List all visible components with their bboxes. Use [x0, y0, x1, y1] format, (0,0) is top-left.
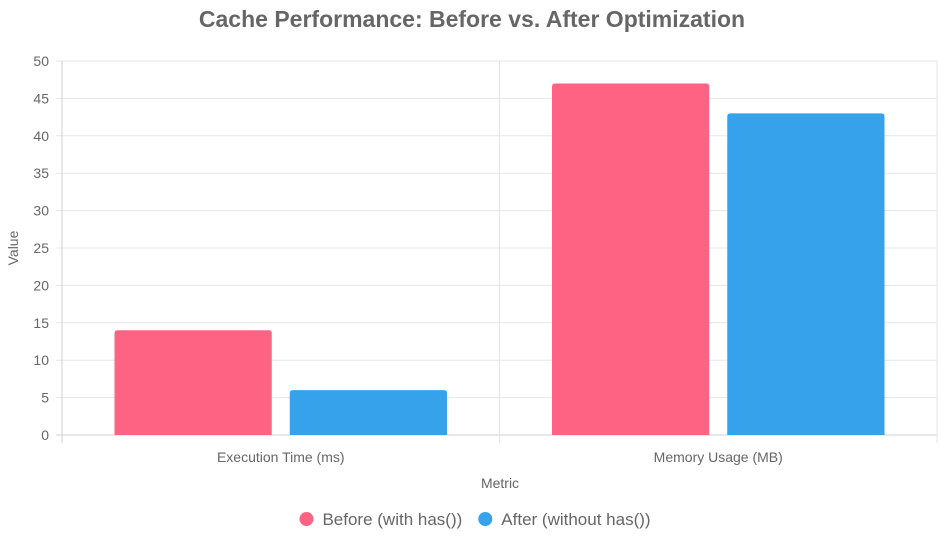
legend-item[interactable]: Before (with has())	[299, 510, 462, 529]
y-tick-label: 5	[41, 390, 49, 406]
y-tick-label: 20	[33, 277, 49, 293]
bar-before-1	[552, 83, 710, 435]
legend: Before (with has()) After (without has())	[299, 510, 651, 529]
legend-swatch	[299, 512, 314, 526]
y-tick-label: 10	[33, 352, 49, 368]
y-tick-label: 45	[33, 90, 49, 106]
legend-swatch	[478, 512, 493, 526]
bars	[114, 83, 885, 436]
y-tick-label: 30	[33, 203, 49, 219]
legend-item[interactable]: After (without has())	[478, 510, 651, 529]
x-tick-label: Memory Usage (MB)	[654, 449, 783, 465]
x-tick-label: Execution Time (ms)	[217, 449, 345, 465]
bar-before-0	[114, 330, 272, 435]
bar-after-0	[289, 390, 447, 435]
x-axis-label: Metric	[481, 475, 519, 491]
legend-label: Before (with has())	[322, 510, 462, 529]
legend-label: After (without has())	[501, 510, 650, 529]
y-tick-label: 0	[41, 427, 49, 443]
y-tick-label: 50	[33, 53, 49, 69]
y-tick-label: 15	[33, 315, 49, 331]
chart-title: Cache Performance: Before vs. After Opti…	[199, 6, 745, 32]
y-tick-label: 40	[33, 128, 49, 144]
y-tick-label: 25	[33, 240, 49, 256]
y-axis-label: Value	[5, 230, 21, 265]
y-axis-ticks: 0 5 10 15 20 25 30 35 40 45 50	[33, 53, 49, 443]
y-tick-label: 35	[33, 165, 49, 181]
x-axis-ticks: Execution Time (ms) Memory Usage (MB)	[217, 449, 783, 465]
bar-after-1	[727, 113, 885, 436]
